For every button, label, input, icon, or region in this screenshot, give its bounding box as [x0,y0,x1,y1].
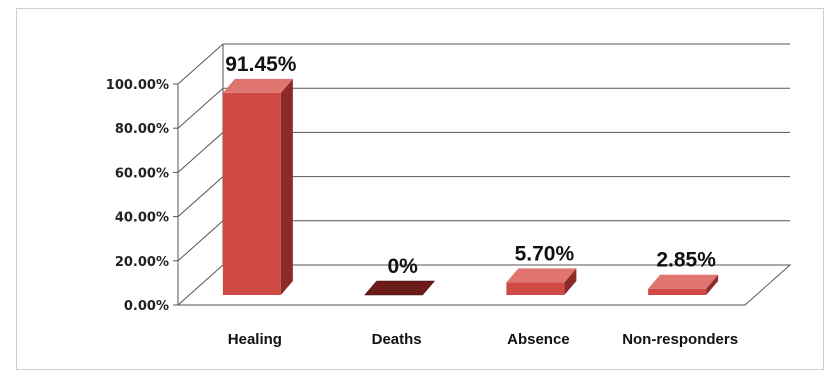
data-label-absence: 5.70% [515,242,575,265]
gridline-side-1 [177,220,224,262]
bar-top-face [364,280,436,296]
y-tick-label: 20.00% [115,255,169,270]
bar-front-face [648,288,707,295]
data-label-deaths: 0% [387,255,418,278]
data-label-non-responders: 2.85% [656,249,716,272]
bar-front-face [222,92,281,295]
gridline-side-5 [177,43,224,85]
y-tick-label: 100.00% [106,78,169,93]
bar-deaths [364,280,436,296]
y-tick-label: 60.00% [115,166,169,181]
bar-healing [222,78,293,295]
x-axis-categories: Healing Deaths Absence Non-responders [228,331,738,348]
data-labels: 91.45% 0% 5.70% 2.85% [225,53,716,278]
x-category-label: Absence [507,331,570,348]
bars [222,78,719,296]
x-category-label: Healing [228,331,282,348]
y-axis-ticks: 0.00% 20.00% 40.00% 60.00% 80.00% 100.00% [106,78,178,314]
bar-top-face [648,274,719,289]
y-tick-label: 40.00% [115,211,169,226]
chart-frame [16,8,824,370]
bar-side-face [706,274,719,295]
gridline-side-2 [177,176,224,217]
x-category-label: Non-responders [622,331,738,348]
x-category-label: Deaths [372,331,422,348]
y-tick-label: 80.00% [115,122,169,137]
bar-side-face [280,78,293,295]
bar-top-face [506,268,577,283]
gridline-side-3 [177,132,224,173]
data-label-healing: 91.45% [225,53,297,76]
gridline-side-4 [177,87,224,129]
bar-absence [506,268,577,295]
gridlines [177,43,790,262]
bar-side-face [564,268,577,295]
chart-floor [176,264,792,306]
bar-non-responders [648,274,719,295]
bar-front-face [506,282,565,295]
y-tick-label: 0.00% [124,299,169,314]
bar-top-face [222,78,293,93]
